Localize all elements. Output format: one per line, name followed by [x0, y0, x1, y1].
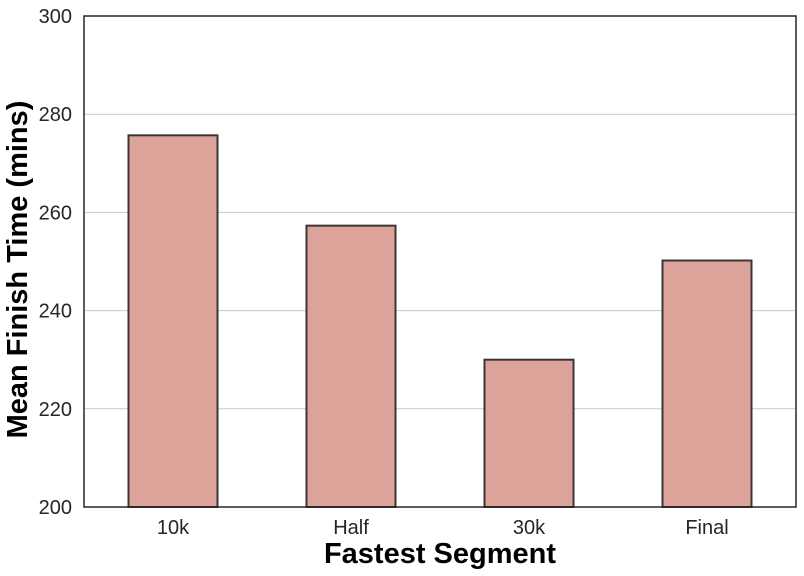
x-tick-label: 30k	[513, 517, 546, 539]
y-tick-label: 220	[39, 399, 72, 421]
y-axis-label: Mean Finish Time (mins)	[2, 101, 34, 439]
bar-final	[661, 259, 753, 508]
y-tick-label: 280	[39, 104, 72, 126]
bar-10k	[127, 134, 219, 509]
x-tick-label: 10k	[157, 517, 190, 539]
x-tick-label: Final	[685, 517, 728, 539]
y-tick-label: 200	[39, 497, 72, 519]
y-tick-label: 240	[39, 301, 72, 323]
x-tick-label: Half	[333, 517, 369, 539]
y-tick-labels: 200 220 240 260 280 300	[39, 6, 72, 519]
x-axis-label: Fastest Segment	[324, 538, 556, 570]
bar-half	[305, 224, 397, 508]
x-tick-labels: 10k Half 30k Final	[157, 517, 729, 539]
plot-frame	[83, 15, 797, 508]
y-tick-label: 260	[39, 202, 72, 224]
y-tick-label: 300	[39, 6, 72, 28]
bar-30k	[483, 358, 575, 509]
